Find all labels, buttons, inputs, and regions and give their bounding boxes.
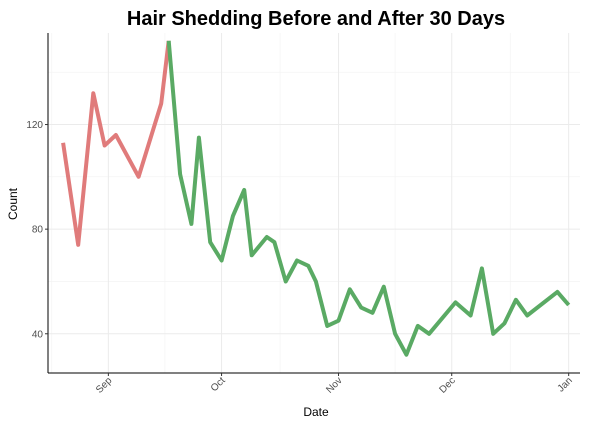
y-tick-label: 40 — [32, 329, 44, 340]
series-lines — [61, 40, 571, 357]
x-tick-label: Sep — [94, 375, 115, 396]
gridlines — [48, 33, 580, 373]
y-tick-label: 120 — [26, 120, 43, 131]
x-tick-label: Jan — [556, 375, 575, 394]
series-line-2 — [166, 40, 571, 357]
x-tick-label: Oct — [209, 375, 228, 394]
y-tick-label: 80 — [32, 225, 44, 236]
x-tick-label: Nov — [324, 375, 344, 395]
y-axis-title: Count — [6, 187, 20, 220]
x-tick-label: Dec — [437, 375, 457, 395]
x-axis-title: Date — [303, 405, 329, 419]
series-line-1 — [61, 40, 171, 247]
chart-title: Hair Shedding Before and After 30 Days — [127, 8, 505, 30]
axes — [47, 33, 580, 374]
